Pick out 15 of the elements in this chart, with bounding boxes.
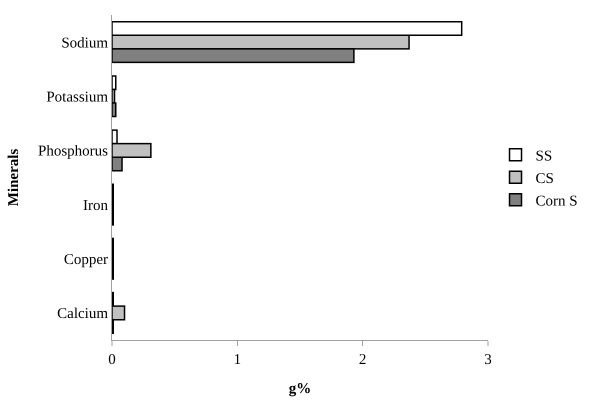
x-tick-label: 0: [108, 352, 116, 368]
y-tick-label: Calcium: [57, 306, 108, 322]
x-tick-label: 3: [484, 352, 492, 368]
legend-label: CS: [536, 171, 554, 188]
x-tick-label: 1: [234, 352, 242, 368]
x-tick-label: 2: [358, 352, 366, 368]
y-tick-label: Sodium: [61, 35, 108, 52]
legend-label: SS: [536, 148, 552, 165]
x-axis-title: g%: [288, 381, 312, 397]
y-tick-label: Copper: [64, 252, 108, 268]
y-tick-label: Potassium: [46, 90, 108, 106]
y-tick-label: Iron: [83, 198, 108, 214]
y-tick-label: Phosphorus: [38, 144, 108, 160]
y-axis-title: Minerals: [6, 148, 22, 206]
legend-label: Corn S: [536, 194, 578, 210]
